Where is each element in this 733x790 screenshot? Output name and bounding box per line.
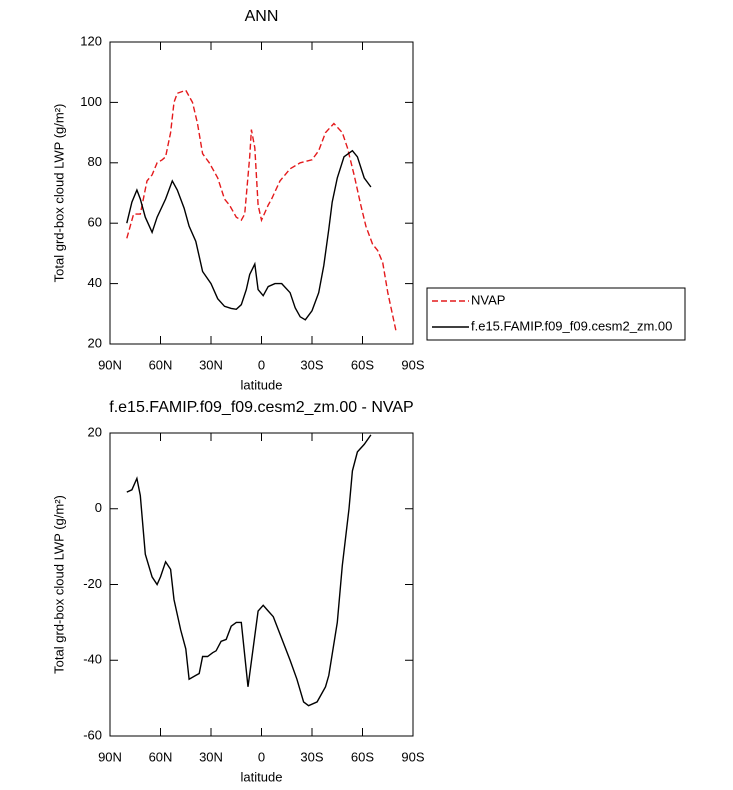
chart-title: f.e15.FAMIP.f09_f09.cesm2_zm.00 - NVAP — [109, 399, 413, 416]
x-tick-label: 60S — [351, 749, 374, 764]
x-tick-label: 60N — [149, 749, 173, 764]
x-tick-label: 0 — [258, 357, 265, 372]
chart-title: ANN — [245, 8, 279, 25]
plot-frame — [109, 432, 414, 737]
y-tick-label: 20 — [88, 335, 102, 350]
y-tick-label: 120 — [80, 33, 102, 48]
data-line — [126, 149, 372, 321]
plot-frame — [109, 41, 414, 345]
legend-label: NVAP — [471, 292, 505, 307]
data-line — [126, 434, 372, 707]
x-tick-label: 30S — [300, 357, 323, 372]
y-tick-label: 0 — [95, 500, 102, 515]
y-tick-label: 40 — [88, 275, 102, 290]
x-tick-label: 0 — [258, 749, 265, 764]
x-tick-label: 60S — [351, 357, 374, 372]
y-tick-label: 100 — [80, 94, 102, 109]
y-tick-label: 60 — [88, 215, 102, 230]
y-tick-label: 80 — [88, 154, 102, 169]
y-tick-label: -60 — [83, 727, 102, 742]
x-tick-label: 30N — [199, 357, 223, 372]
y-tick-label: -40 — [83, 652, 102, 667]
y-axis-label: Total grd-box cloud LWP (g/m²) — [51, 495, 66, 674]
x-tick-label: 90N — [98, 357, 122, 372]
x-tick-label: 90S — [401, 749, 424, 764]
legend-box — [426, 287, 686, 341]
x-axis-label: latitude — [241, 377, 283, 392]
data-line — [126, 89, 397, 333]
x-tick-label: 90S — [401, 357, 424, 372]
x-tick-label: 90N — [98, 749, 122, 764]
y-axis-label: Total grd-box cloud LWP (g/m²) — [51, 104, 66, 283]
x-axis-label: latitude — [241, 769, 283, 784]
legend-label: f.e15.FAMIP.f09_f09.cesm2_zm.00 — [471, 318, 672, 333]
y-tick-label: 20 — [88, 424, 102, 439]
x-tick-label: 30S — [300, 749, 323, 764]
x-tick-label: 30N — [199, 749, 223, 764]
y-tick-label: -20 — [83, 576, 102, 591]
x-tick-label: 60N — [149, 357, 173, 372]
